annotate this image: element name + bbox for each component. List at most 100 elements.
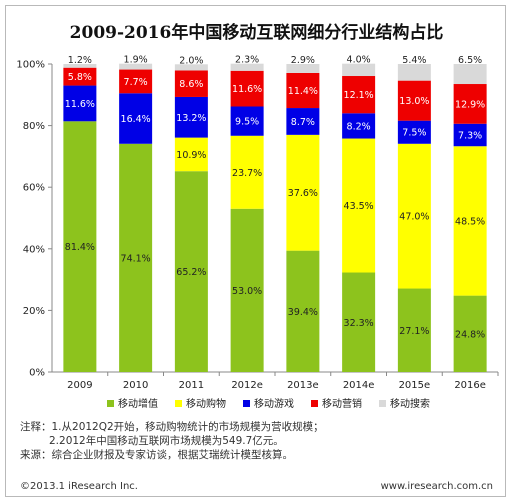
data-label: 5.8% xyxy=(68,72,92,83)
legend-swatch xyxy=(175,400,182,407)
bar-segment xyxy=(342,272,376,372)
bar-segment xyxy=(342,63,376,77)
bar-segment xyxy=(342,76,376,114)
bar-segment xyxy=(453,64,487,85)
data-label: 2.3% xyxy=(235,55,259,66)
data-label: 47.0% xyxy=(399,212,429,223)
data-label: 10.9% xyxy=(176,150,206,161)
y-tick-label: 60% xyxy=(23,183,45,194)
legend-swatch xyxy=(107,400,114,407)
notes: 注释：1.从2012Q2开始，移动购物统计的市场规模为营收规模； 2.2012年… xyxy=(20,420,324,462)
legend-swatch xyxy=(311,400,318,407)
data-label: 11.4% xyxy=(288,86,318,97)
bar-segment xyxy=(453,295,487,372)
bar-segment xyxy=(286,108,320,135)
bar-segment xyxy=(174,70,208,97)
bar-segment xyxy=(230,208,264,372)
bar-segment xyxy=(453,123,487,147)
x-tick-label: 2016e xyxy=(454,380,486,391)
bar-segment xyxy=(342,113,376,139)
data-label: 1.9% xyxy=(124,55,148,66)
y-tick-label: 20% xyxy=(23,306,45,317)
x-tick-label: 2011 xyxy=(179,380,204,391)
bar-segment xyxy=(286,250,320,372)
data-label: 32.3% xyxy=(344,318,374,329)
data-label: 37.6% xyxy=(288,188,318,199)
data-label: 16.4% xyxy=(121,114,151,125)
website: www.iresearch.com.cn xyxy=(380,481,493,492)
bar-segment xyxy=(119,63,153,70)
bar-segment xyxy=(397,64,431,81)
bar-segment xyxy=(286,64,320,73)
data-label: 12.9% xyxy=(455,99,485,110)
data-label: 7.7% xyxy=(124,77,148,88)
bar-segment xyxy=(230,70,264,107)
bar-segment xyxy=(119,93,153,144)
bar-segment xyxy=(63,121,97,373)
x-tick-label: 2010 xyxy=(123,380,148,391)
y-tick-label: 40% xyxy=(23,244,45,255)
data-label: 5.4% xyxy=(402,55,426,66)
bar-segment xyxy=(63,85,97,122)
data-label: 2.0% xyxy=(179,55,203,66)
bar-segment xyxy=(286,72,320,109)
data-label: 65.2% xyxy=(176,267,206,278)
data-label: 27.1% xyxy=(399,326,429,337)
copyright: ©2013.1 iResearch Inc. xyxy=(20,481,138,492)
data-label: 12.1% xyxy=(344,90,374,101)
note-line-1: 注释：1.从2012Q2开始，移动购物统计的市场规模为营收规模； xyxy=(20,421,324,433)
data-label: 8.6% xyxy=(179,79,203,90)
data-label: 4.0% xyxy=(347,55,371,66)
x-tick-label: 2009 xyxy=(67,380,92,391)
legend-label: 移动购物 xyxy=(186,397,226,410)
data-label: 8.2% xyxy=(347,121,371,132)
note-line-2: 2.2012年中国移动互联网市场规模为549.7亿元。 xyxy=(49,435,284,447)
data-label: 8.7% xyxy=(291,117,315,128)
bar-segment xyxy=(174,96,208,138)
bar-segment xyxy=(397,288,431,372)
data-label: 13.0% xyxy=(399,96,429,107)
data-label: 24.8% xyxy=(455,329,485,340)
bar-segment xyxy=(63,67,97,86)
legend-label: 移动搜索 xyxy=(390,397,430,410)
y-tick-label: 0% xyxy=(29,368,45,379)
y-tick-label: 80% xyxy=(23,121,45,132)
y-tick-label: 100% xyxy=(16,60,45,71)
legend-label: 移动增值 xyxy=(118,397,158,410)
bar-segment xyxy=(174,137,208,172)
bar-segment xyxy=(63,64,97,68)
bar-segment xyxy=(119,143,153,372)
data-label: 74.1% xyxy=(121,253,151,264)
bar-segment xyxy=(453,84,487,124)
bar-segment xyxy=(286,134,320,251)
data-label: 53.0% xyxy=(232,286,262,297)
bar-segment xyxy=(119,69,153,94)
bar-segment xyxy=(230,106,264,136)
bar-segment xyxy=(230,63,264,71)
x-tick-label: 2015e xyxy=(399,380,431,391)
bar-segment xyxy=(230,135,264,209)
data-label: 13.2% xyxy=(176,113,206,124)
legend-swatch xyxy=(243,400,250,407)
x-tick-label: 2014e xyxy=(343,380,375,391)
x-tick-label: 2012e xyxy=(231,380,263,391)
legend-swatch xyxy=(379,400,386,407)
data-label: 1.2% xyxy=(68,55,92,66)
data-label: 43.5% xyxy=(344,201,374,212)
data-label: 6.5% xyxy=(458,55,482,66)
data-label: 7.5% xyxy=(402,128,426,139)
legend-label: 移动游戏 xyxy=(254,397,294,410)
legend-label: 移动营销 xyxy=(322,397,362,410)
bar-segment xyxy=(397,120,431,144)
data-label: 11.6% xyxy=(65,99,95,110)
bar-segment xyxy=(397,143,431,289)
data-label: 2.9% xyxy=(291,55,315,66)
data-label: 39.4% xyxy=(288,307,318,318)
bar-segment xyxy=(174,64,208,71)
data-label: 11.6% xyxy=(232,84,262,95)
data-label: 7.3% xyxy=(458,130,482,141)
bar-segment xyxy=(453,146,487,296)
data-label: 48.5% xyxy=(455,216,485,227)
chart-title: 2009-2016年中国移动互联网细分行业结构占比 xyxy=(69,23,444,43)
bar-segment xyxy=(174,171,208,372)
